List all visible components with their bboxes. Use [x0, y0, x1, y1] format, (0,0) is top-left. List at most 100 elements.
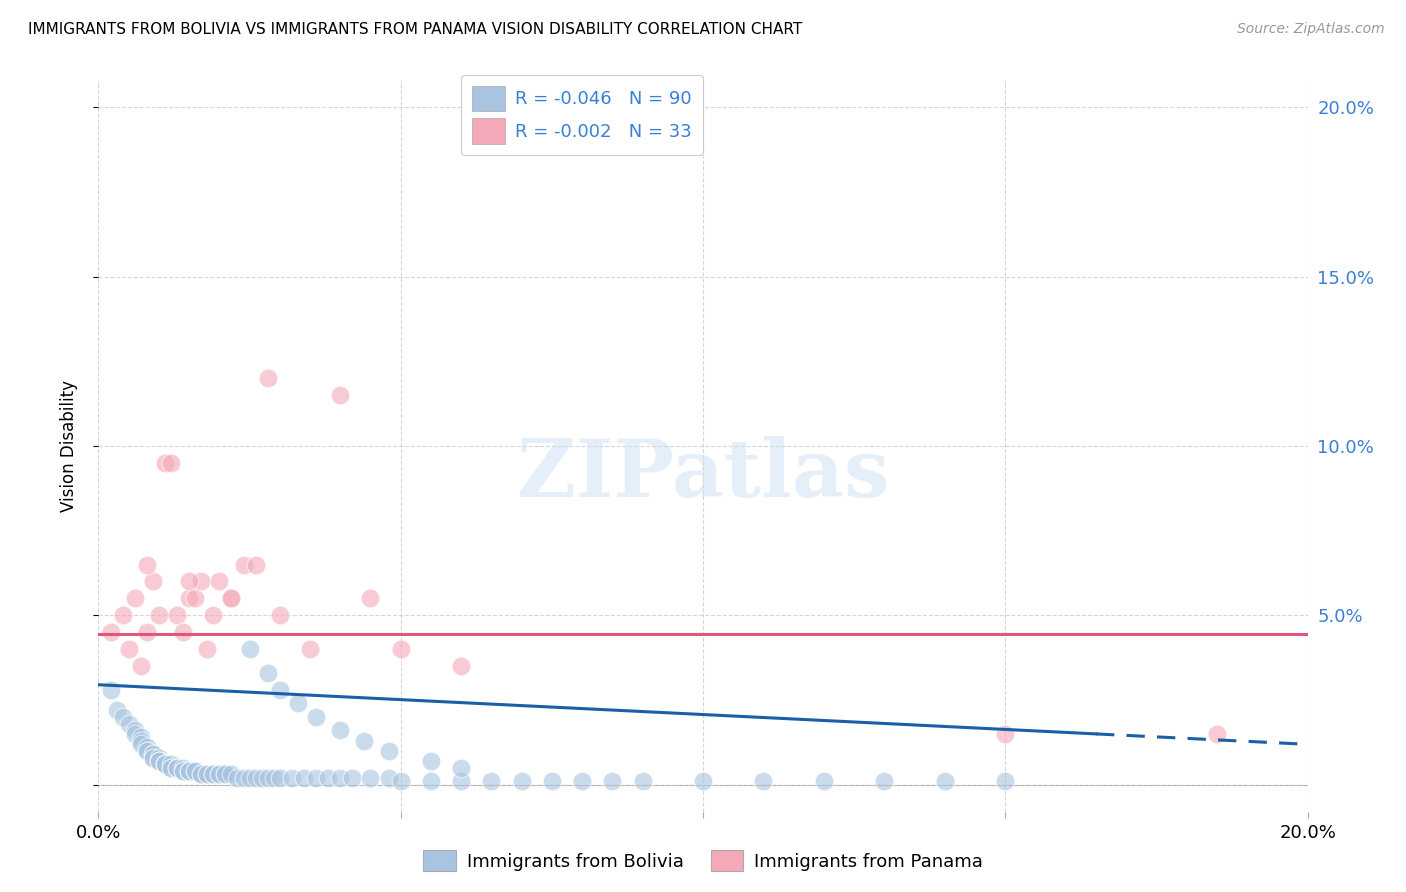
- Point: [256, 371, 278, 385]
- Point: [142, 750, 165, 764]
- Point: [100, 682, 122, 697]
- Point: [153, 456, 176, 470]
- Point: [129, 737, 152, 751]
- Point: [214, 767, 236, 781]
- Point: [195, 767, 218, 781]
- Point: [994, 774, 1017, 789]
- Point: [239, 771, 262, 785]
- Point: [450, 774, 472, 789]
- Point: [148, 754, 170, 768]
- Point: [232, 558, 254, 572]
- Point: [450, 659, 472, 673]
- Point: [281, 771, 304, 785]
- Point: [172, 625, 194, 640]
- Point: [105, 703, 128, 717]
- Point: [160, 761, 183, 775]
- Point: [214, 767, 236, 781]
- Point: [305, 771, 328, 785]
- Point: [420, 754, 443, 768]
- Point: [172, 764, 194, 778]
- Point: [540, 774, 562, 789]
- Point: [135, 740, 157, 755]
- Point: [221, 591, 243, 606]
- Point: [179, 764, 201, 778]
- Point: [166, 761, 188, 775]
- Text: ZIPatlas: ZIPatlas: [517, 436, 889, 515]
- Point: [353, 733, 375, 747]
- Point: [190, 767, 212, 781]
- Point: [190, 767, 212, 781]
- Point: [360, 591, 382, 606]
- Point: [202, 608, 225, 623]
- Point: [245, 771, 267, 785]
- Point: [239, 642, 262, 657]
- Point: [160, 456, 183, 470]
- Point: [100, 625, 122, 640]
- Point: [160, 757, 183, 772]
- Point: [692, 774, 714, 789]
- Point: [752, 774, 775, 789]
- Point: [329, 723, 352, 738]
- Point: [1206, 727, 1229, 741]
- Point: [450, 761, 472, 775]
- Point: [160, 761, 183, 775]
- Point: [602, 774, 624, 789]
- Point: [166, 761, 188, 775]
- Point: [631, 774, 654, 789]
- Point: [208, 767, 231, 781]
- Point: [202, 767, 225, 781]
- Point: [256, 665, 278, 680]
- Point: [179, 591, 201, 606]
- Legend: R = -0.046   N = 90, R = -0.002   N = 33: R = -0.046 N = 90, R = -0.002 N = 33: [461, 75, 703, 154]
- Point: [813, 774, 835, 789]
- Legend: Immigrants from Bolivia, Immigrants from Panama: Immigrants from Bolivia, Immigrants from…: [416, 843, 990, 879]
- Point: [269, 608, 291, 623]
- Point: [342, 771, 364, 785]
- Point: [299, 642, 322, 657]
- Point: [135, 744, 157, 758]
- Point: [184, 764, 207, 778]
- Point: [148, 750, 170, 764]
- Point: [329, 388, 352, 402]
- Point: [389, 642, 412, 657]
- Point: [142, 574, 165, 589]
- Point: [111, 608, 134, 623]
- Point: [179, 574, 201, 589]
- Point: [263, 771, 285, 785]
- Point: [420, 774, 443, 789]
- Point: [148, 754, 170, 768]
- Point: [208, 574, 231, 589]
- Point: [148, 754, 170, 768]
- Point: [129, 733, 152, 747]
- Point: [195, 767, 218, 781]
- Point: [118, 642, 141, 657]
- Point: [292, 771, 315, 785]
- Point: [124, 727, 146, 741]
- Point: [208, 767, 231, 781]
- Point: [179, 764, 201, 778]
- Point: [166, 608, 188, 623]
- Point: [245, 558, 267, 572]
- Point: [166, 761, 188, 775]
- Y-axis label: Vision Disability: Vision Disability: [59, 380, 77, 512]
- Point: [111, 710, 134, 724]
- Point: [250, 771, 273, 785]
- Point: [360, 771, 382, 785]
- Point: [124, 591, 146, 606]
- Point: [269, 682, 291, 697]
- Point: [481, 774, 503, 789]
- Point: [202, 767, 225, 781]
- Point: [510, 774, 533, 789]
- Point: [329, 771, 352, 785]
- Point: [172, 761, 194, 775]
- Point: [172, 764, 194, 778]
- Point: [873, 774, 896, 789]
- Point: [226, 771, 249, 785]
- Point: [256, 771, 278, 785]
- Text: Source: ZipAtlas.com: Source: ZipAtlas.com: [1237, 22, 1385, 37]
- Point: [142, 747, 165, 761]
- Point: [269, 771, 291, 785]
- Point: [118, 716, 141, 731]
- Point: [142, 750, 165, 764]
- Point: [153, 757, 176, 772]
